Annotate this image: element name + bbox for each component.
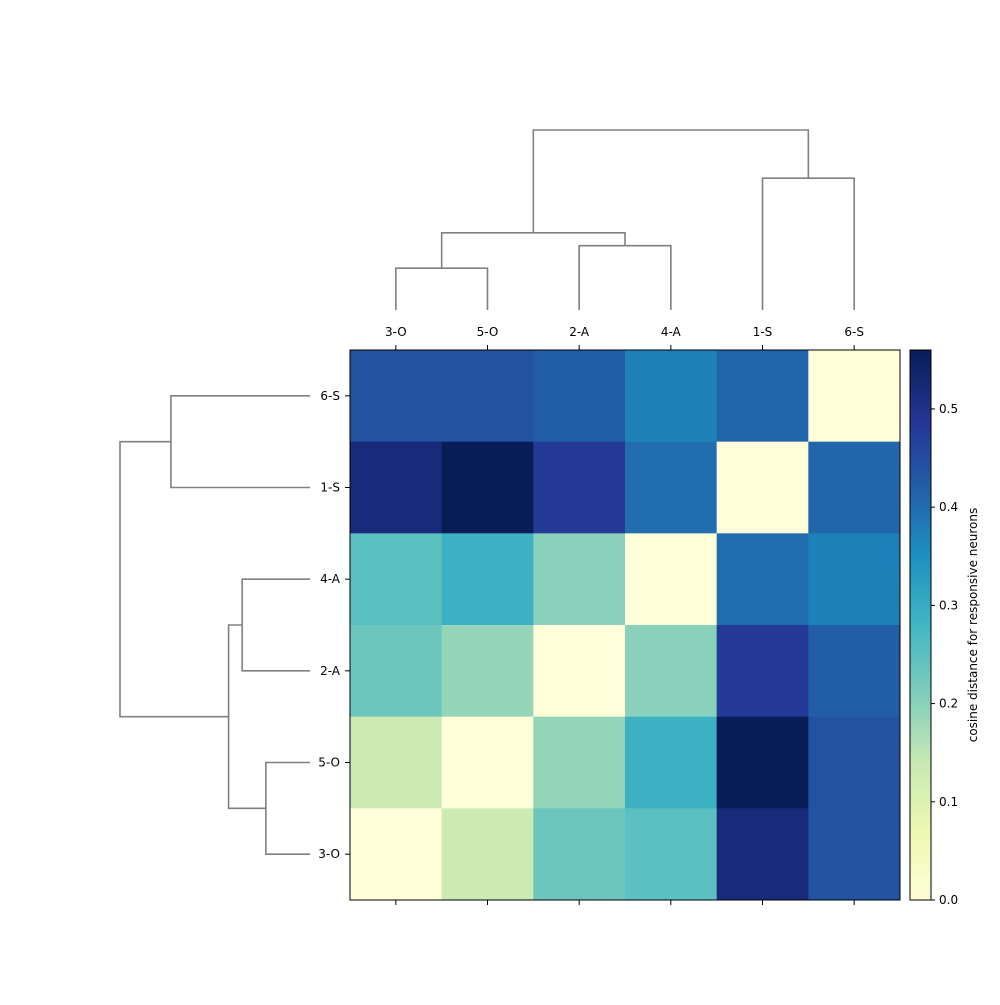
heatmap-cell: [533, 441, 626, 534]
colorbar-tick-label: 0.5: [939, 402, 958, 416]
x-tick-label: 4-A: [661, 325, 682, 339]
x-tick-label: 2-A: [569, 325, 590, 339]
colorbar-gradient: [909, 349, 932, 901]
heatmap-cell: [716, 716, 809, 809]
heatmap-cell: [441, 533, 534, 626]
heatmap-cell: [533, 625, 626, 718]
colorbar-tick-label: 0.2: [939, 697, 958, 711]
heatmap-cell: [808, 808, 901, 901]
heatmap-cell: [533, 716, 626, 809]
heatmap-cell: [350, 350, 443, 443]
heatmap-cell: [533, 533, 626, 626]
heatmap-cell: [625, 350, 718, 443]
heatmap-cell: [716, 441, 809, 534]
y-tick-label: 4-A: [320, 572, 341, 586]
dendrogram-link: [119, 440, 229, 718]
row-dendrogram: [119, 395, 310, 855]
dendrogram-link: [440, 232, 626, 269]
colorbar-tick-label: 0.0: [939, 893, 958, 907]
heatmap-cell: [350, 625, 443, 718]
y-tick-label: 6-S: [320, 389, 340, 403]
heatmap-cell: [350, 533, 443, 626]
y-tick-label: 3-O: [318, 847, 340, 861]
dendrogram-link: [578, 244, 672, 310]
y-tick-label: 5-O: [318, 756, 340, 770]
colorbar-tick-label: 0.4: [939, 500, 958, 514]
heatmap-cell: [808, 441, 901, 534]
heatmap-cell: [716, 808, 809, 901]
heatmap-cell: [625, 808, 718, 901]
heatmap-cell: [533, 808, 626, 901]
heatmap-cell: [808, 716, 901, 809]
heatmap-cell: [441, 716, 534, 809]
heatmap-frame: [349, 349, 901, 901]
heatmap-grid: [350, 350, 901, 901]
dendrogram-link: [227, 624, 266, 810]
x-axis-ticks: 3-O 5-O 2-A 4-A 1-S 6-S: [385, 325, 864, 905]
heatmap-cell: [350, 716, 443, 809]
y-tick-label: 1-S: [320, 481, 340, 495]
heatmap-cell: [350, 808, 443, 901]
x-tick-label: 6-S: [844, 325, 864, 339]
y-tick-label: 2-A: [320, 664, 341, 678]
colorbar-tick-label: 0.1: [939, 795, 958, 809]
x-tick-label: 5-O: [477, 325, 499, 339]
x-tick-label: 1-S: [753, 325, 773, 339]
heatmap-cell: [441, 808, 534, 901]
heatmap-cell: [716, 350, 809, 443]
dendrogram-link: [761, 177, 855, 310]
heatmap-cell: [716, 533, 809, 626]
colorbar-tick-label: 0.3: [939, 598, 958, 612]
dendrogram-link: [241, 578, 310, 672]
x-tick-label: 3-O: [385, 325, 407, 339]
heatmap-cell: [350, 441, 443, 534]
heatmap-cell: [441, 441, 534, 534]
heatmap-cell: [625, 533, 718, 626]
dendrogram-link: [265, 761, 310, 855]
y-axis-ticks: 6-S 1-S 4-A 2-A 5-O 3-O: [318, 389, 350, 861]
dendrogram-link: [395, 267, 489, 310]
colorbar-label: cosine distance for responsive neurons: [966, 508, 980, 743]
heatmap-cell: [808, 350, 901, 443]
colorbar-ticks: 0.0 0.1 0.2 0.3 0.4 0.5: [931, 402, 958, 907]
colorbar: 0.0 0.1 0.2 0.3 0.4 0.5 cosine distance for r…: [909, 349, 980, 907]
dendrogram-link: [532, 129, 810, 233]
heatmap-cell: [808, 533, 901, 626]
heatmap-cell: [716, 625, 809, 718]
dendrogram-link: [170, 395, 310, 489]
heatmap-cell: [808, 625, 901, 718]
heatmap-cell: [533, 350, 626, 443]
heatmap-cell: [625, 441, 718, 534]
heatmap-cell: [625, 716, 718, 809]
heatmap-cell: [441, 350, 534, 443]
column-dendrogram: [395, 129, 855, 310]
heatmap-cell: [441, 625, 534, 718]
heatmap-cell: [625, 625, 718, 718]
